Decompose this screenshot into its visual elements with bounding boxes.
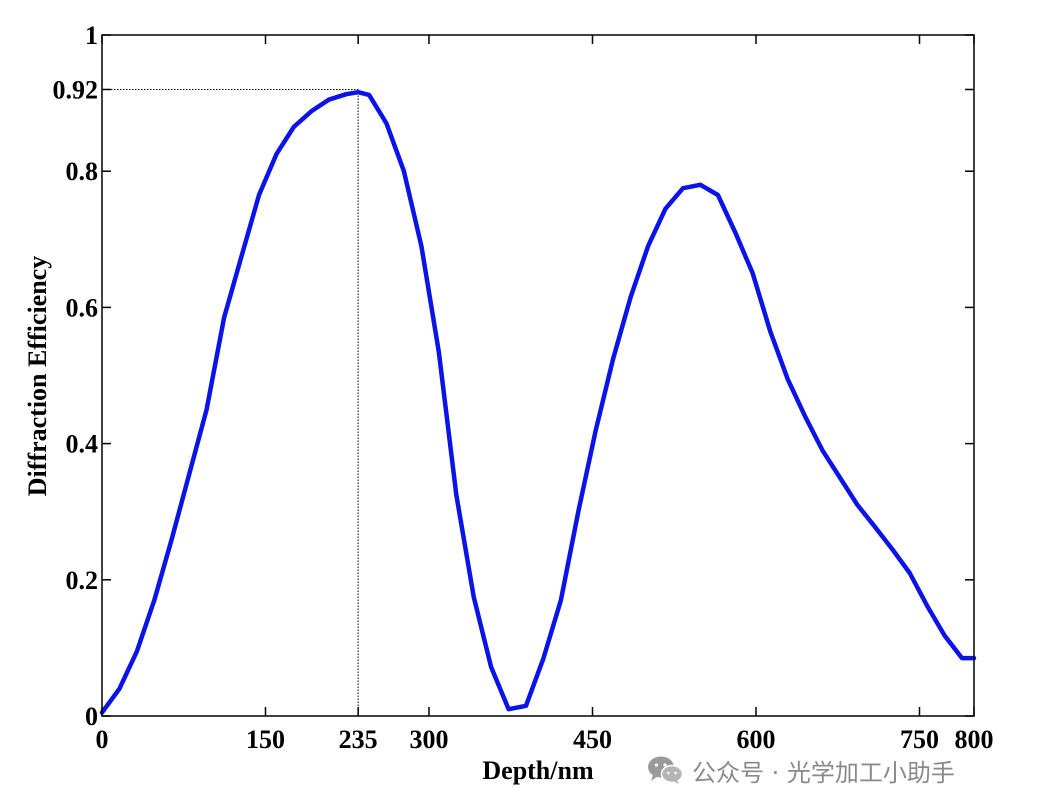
peak-guide-lines [102, 88, 359, 716]
x-tick-label: 800 [955, 725, 994, 754]
x-axis-title: Depth/nm [482, 756, 594, 785]
x-tick-label: 235 [339, 725, 378, 754]
y-axis-title: Diffraction Efficiency [23, 256, 52, 496]
y-tick-label: 1 [85, 21, 98, 50]
y-axis-ticks: 0 0.2 0.4 0.6 0.8 0.92 1 [53, 21, 974, 731]
plot-frame [101, 34, 975, 717]
series-line-1 [99, 89, 977, 715]
x-tick-label: 0 [96, 725, 109, 754]
wechat-icon [648, 756, 684, 784]
y-tick-label: 0.8 [66, 157, 99, 186]
y-tick-label: 0.92 [53, 75, 99, 104]
watermark-text: 公众号 · 光学加工小助手 [692, 758, 955, 787]
y-tick-label: 0.4 [66, 430, 99, 459]
x-tick-label: 300 [410, 725, 449, 754]
watermark: 公众号 · 光学加工小助手 [646, 750, 955, 790]
x-tick-label: 150 [246, 725, 285, 754]
x-tick-label: 750 [900, 725, 939, 754]
x-axis-ticks: 0 150 235 300 450 600 750 800 [96, 35, 994, 754]
y-tick-label: 0.6 [66, 293, 99, 322]
plot-area [102, 35, 974, 716]
y-tick-label: 0 [85, 702, 98, 731]
x-tick-label: 600 [737, 725, 776, 754]
x-tick-label: 450 [573, 725, 612, 754]
y-tick-label: 0.2 [66, 566, 99, 595]
data-series-layer [99, 89, 977, 715]
